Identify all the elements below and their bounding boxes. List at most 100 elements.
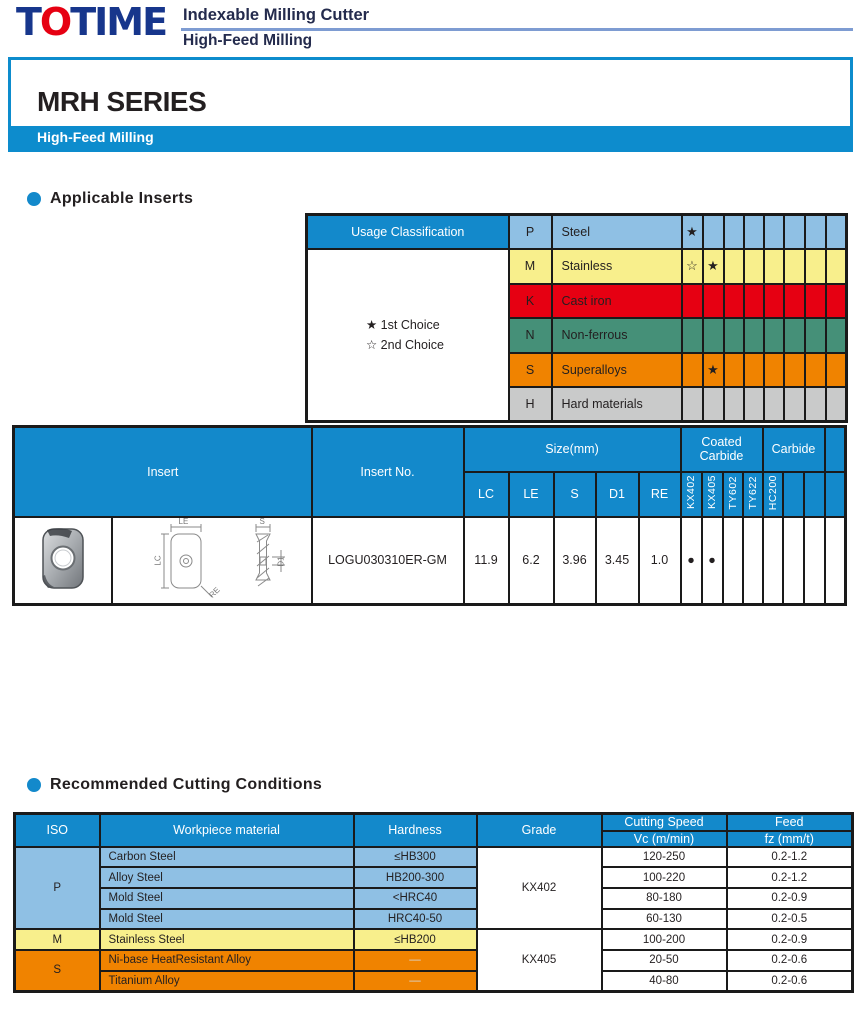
material-code-cell: M (507, 248, 553, 285)
grade-col-header (823, 470, 847, 518)
insert-drawing: LE LC RE S D1 (110, 515, 313, 605)
material-code-cell: K (507, 282, 553, 319)
section-title: Applicable Inserts (50, 190, 194, 207)
grade-mark-cell (722, 282, 745, 319)
insert-drawing-wrap: LE LC RE S D1 (114, 516, 310, 602)
grade-col-header: KX405 (700, 470, 724, 518)
grade-mark-cell (824, 213, 848, 250)
grade-col-header: TY622 (741, 470, 764, 518)
series-title: MRH SERIES (37, 86, 207, 117)
grade-mark-cell (782, 386, 806, 423)
grade-col-header (781, 470, 805, 518)
vc-cell: 40-80 (600, 969, 728, 993)
grade-mark-cell (762, 213, 785, 250)
grade-mark-cell (680, 317, 704, 354)
grade-col-header: HC200 (761, 470, 784, 518)
cutting-row: P Carbon Steel ≤HB300 KX402 120-250 0.2-… (13, 845, 854, 931)
grade-mark-cell (742, 213, 765, 250)
grade-col-label: HC200 (766, 474, 779, 511)
grade-mark-cell (762, 248, 785, 285)
workpiece-cell: Mold Steel (98, 886, 355, 910)
workpiece-header: Workpiece material (98, 812, 355, 848)
cutting-row: Alloy Steel HB200-300 100-220 0.2-1.2 (15, 866, 854, 889)
grade-dot-cell: ● (679, 515, 703, 605)
insert-no-cell: LOGU030310ER-GM (310, 515, 465, 605)
cutting-row: S Ni-base HeatResistant Alloy — 20-50 0.… (13, 948, 854, 993)
grade-mark-cell (722, 386, 745, 423)
fz-cell: 0.2-1.2 (725, 866, 854, 889)
grade-mark-cell (782, 248, 806, 285)
grade-mark-cell (742, 351, 765, 388)
material-name-cell: Stainless (550, 248, 683, 285)
insert-no-header: Insert No. (310, 425, 465, 518)
vc-cell: 100-220 (600, 866, 728, 889)
grade-mark-cell (762, 386, 785, 423)
grade-mark-cell (762, 351, 785, 388)
legend-first-choice: ★ 1st Choice (366, 318, 440, 332)
grade-mark-cell (722, 248, 745, 285)
size-col-header: S (552, 470, 597, 518)
cutting-speed-header: Cutting Speed (600, 812, 728, 832)
material-code-cell: S (507, 351, 553, 388)
hardness-cell: HRC40-50 (352, 907, 478, 931)
workpiece-cell: Mold Steel (98, 907, 355, 931)
grade-mark-cell (701, 213, 725, 250)
grade-mark-cell (742, 248, 765, 285)
workpiece-cell: Alloy Steel (98, 866, 355, 889)
grade-mark-cell: ☆ (680, 248, 704, 285)
choice-legend: ★ 1st Choice ☆ 2nd Choice (305, 248, 510, 423)
hardness-cell: <HRC40 (352, 886, 478, 910)
usage-row-s: S Superalloys ★ (306, 351, 848, 388)
grade-mark-cell (701, 282, 725, 319)
size-value-s: 3.96 (552, 515, 597, 605)
logo-o-red: O (39, 0, 72, 44)
iso-group-p: P (13, 845, 101, 931)
grade-col-header (802, 470, 826, 518)
size-col-header: LC (462, 470, 510, 518)
grade-mark-cell (782, 282, 806, 319)
workpiece-cell: Stainless Steel (98, 928, 355, 951)
grade-mark-cell (762, 282, 785, 319)
size-col-header: LE (507, 470, 555, 518)
insert-photo-image (42, 528, 84, 589)
grade-col-label: KX402 (685, 475, 697, 510)
usage-row-k: K Cast iron (306, 282, 848, 319)
grade-mark-cell (803, 317, 827, 354)
fz-cell: 0.2-1.2 (725, 845, 854, 869)
insert-spec-table: Insert Insert No. Size(mm) Coated Carbid… (12, 425, 847, 606)
grade-dot-cell (823, 515, 847, 605)
usage-row-p: Usage Classification P Steel ★ (305, 213, 848, 250)
fz-cell: 0.2-0.6 (725, 969, 854, 993)
grade-mark-cell (762, 317, 785, 354)
cutting-speed-unit: Vc (m/min) (600, 829, 728, 848)
grade-mark-cell (824, 248, 848, 285)
grade-dot-cell (802, 515, 826, 605)
grade-mark-cell (722, 317, 745, 354)
usage-classification-table: Usage Classification P Steel ★ ★ 1st Cho… (305, 213, 848, 423)
grade-mark-cell (803, 282, 827, 319)
cutting-row: Mold Steel HRC40-50 60-130 0.2-0.5 (15, 907, 854, 931)
cutting-conditions-table: ISO Workpiece material Hardness Grade Cu… (13, 812, 854, 993)
material-code-cell: N (507, 317, 553, 354)
material-code-cell: P (507, 213, 553, 250)
grade-header: Grade (475, 812, 603, 848)
cutting-row: Titanium Alloy — 40-80 0.2-0.6 (15, 969, 854, 993)
grade-mark-cell (824, 351, 848, 388)
size-value-re: 1.0 (637, 515, 682, 605)
bullet-icon (27, 192, 41, 206)
carbide-header: Carbide (761, 425, 826, 473)
size-value-d1: 3.45 (594, 515, 640, 605)
drawing-label-s: S (259, 516, 265, 526)
cutting-row: M Stainless Steel ≤HB200 KX405 100-200 0… (13, 928, 854, 993)
legend-second-choice: ☆ 2nd Choice (366, 338, 444, 352)
grade-mark-cell (701, 386, 725, 423)
iso-group-m: M (13, 928, 101, 951)
grade-mark-cell (782, 213, 806, 250)
hardness-cell: — (352, 948, 478, 972)
usage-classification-header: Usage Classification (305, 213, 510, 250)
drawing-label-d1: D1 (276, 555, 286, 567)
series-subtitle-bar: High-Feed Milling (11, 126, 850, 149)
subcategory-title: High-Feed Milling (183, 32, 313, 49)
grade-mark-cell (701, 317, 725, 354)
grade-mark-cell (722, 213, 745, 250)
